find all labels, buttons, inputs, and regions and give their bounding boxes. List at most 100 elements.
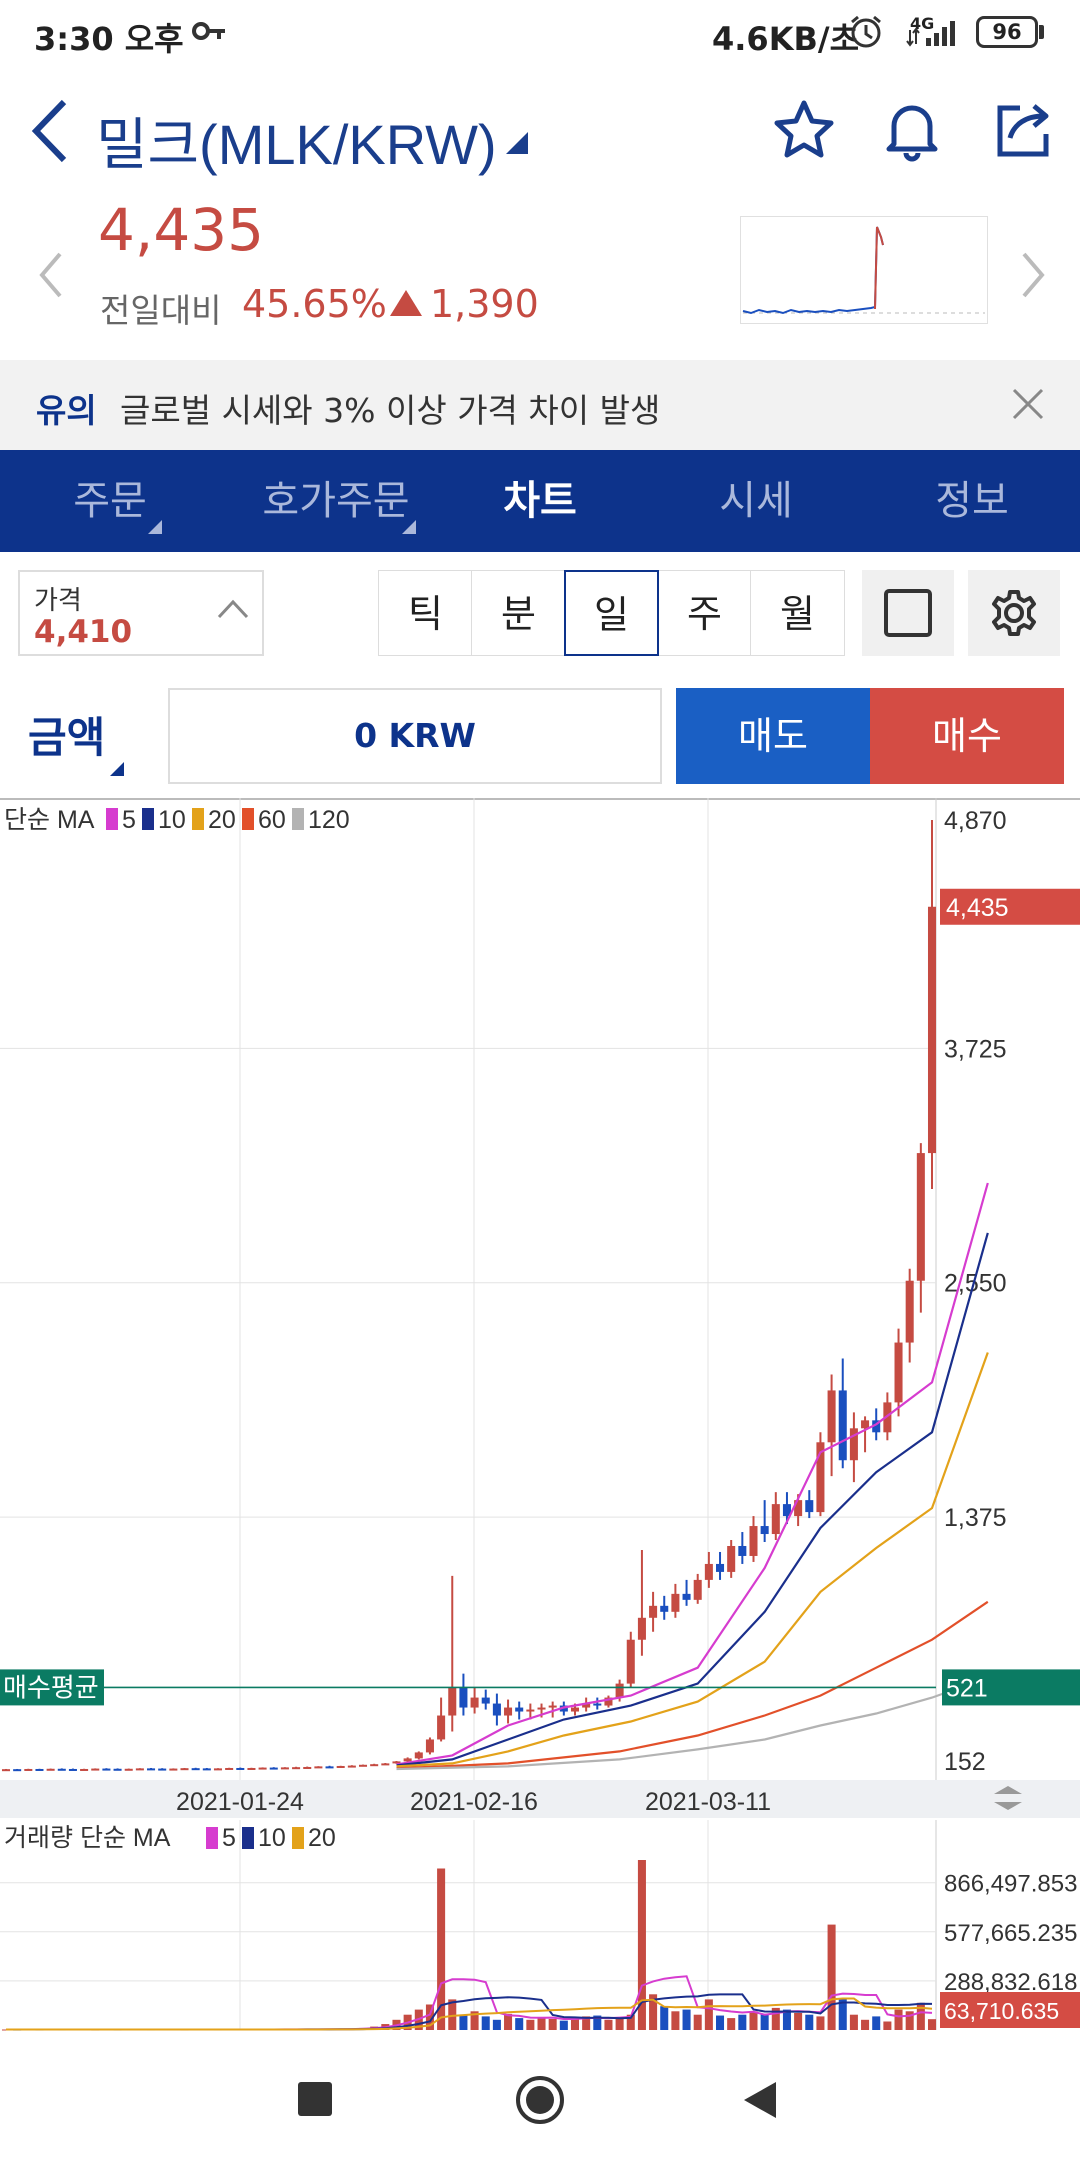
candle-up xyxy=(905,1280,914,1343)
tab-label: 호가주문 xyxy=(262,478,410,524)
tab-info[interactable]: 정보 xyxy=(902,450,1042,552)
candle-up xyxy=(135,1768,144,1771)
avg-buy-badge xyxy=(0,1669,104,1706)
ma-line-10 xyxy=(396,1232,989,1767)
volume-bar xyxy=(526,2019,535,2030)
volume-bar xyxy=(470,2011,479,2030)
next-coin-button[interactable] xyxy=(1018,250,1048,304)
candle-down xyxy=(113,1768,122,1771)
alarm-icon xyxy=(848,14,884,54)
back-button[interactable] xyxy=(28,96,72,170)
tab-label: 차트 xyxy=(503,478,577,524)
period-label: 틱 xyxy=(408,592,443,636)
sell-button[interactable]: 매도 xyxy=(676,688,870,784)
candle-down xyxy=(147,1768,156,1771)
legend-swatch-5 xyxy=(106,808,118,830)
close-icon[interactable] xyxy=(1010,386,1046,426)
candle-up xyxy=(180,1768,189,1771)
back-nav-button[interactable] xyxy=(740,2078,780,2126)
candle-up xyxy=(403,1758,412,1762)
volume-legend-swatch-5 xyxy=(206,1827,218,1849)
prev-coin-button[interactable] xyxy=(36,250,66,304)
price-legend-prefix: 단순 MA xyxy=(4,806,95,834)
gear-icon[interactable] xyxy=(968,570,1060,656)
candle-up xyxy=(358,1764,368,1767)
period-tick[interactable]: 틱 xyxy=(378,570,473,656)
x-axis-band xyxy=(0,1780,1080,1818)
candle-up xyxy=(794,1500,803,1517)
candle-down xyxy=(682,1593,691,1600)
period-label: 일 xyxy=(594,593,629,637)
bell-icon[interactable] xyxy=(880,98,944,166)
status-time: 3:30 오후 xyxy=(34,20,184,58)
candle-down xyxy=(805,1500,814,1513)
period-month[interactable]: 월 xyxy=(750,570,845,656)
ma-line-20 xyxy=(396,1352,989,1768)
candle-down xyxy=(191,1768,200,1771)
battery-tip xyxy=(1039,25,1044,39)
buy-button[interactable]: 매수 xyxy=(870,688,1064,784)
key-icon xyxy=(192,20,226,46)
candle-up xyxy=(604,1697,613,1706)
fullscreen-button[interactable] xyxy=(862,570,954,656)
status-bar: 3:30 오후 4.6KB/초 4G 96 xyxy=(0,0,1080,70)
volume-bar xyxy=(716,2015,725,2030)
volume-bar xyxy=(504,2013,513,2030)
home-button[interactable] xyxy=(514,2074,566,2130)
price-tick-label: 152 xyxy=(944,1748,986,1776)
candle-up xyxy=(370,1764,379,1767)
candle-down xyxy=(325,1766,334,1769)
candle-down xyxy=(716,1563,725,1572)
chart-area[interactable]: 4,870 3,725 2,550 1,375 152 매수평균 521 4,435 단순 MA… xyxy=(0,798,1080,2040)
legend-label-120: 120 xyxy=(308,806,350,834)
avg-buy-value-badge xyxy=(942,1669,1080,1706)
notice-tag: 유의 xyxy=(36,391,97,430)
price-selector-label: 가격 xyxy=(34,586,82,616)
candle-up xyxy=(582,1703,591,1708)
star-icon[interactable] xyxy=(772,98,836,166)
candle-up xyxy=(894,1342,903,1403)
candle-up xyxy=(470,1697,479,1708)
network-speed: 4.6KB/초 xyxy=(712,20,860,58)
volume-current-badge xyxy=(940,1992,1080,2028)
chart-price-selector[interactable]: 가격 4,410 xyxy=(18,570,264,656)
amount-label[interactable]: 금액 xyxy=(28,713,106,762)
period-week[interactable]: 주 xyxy=(657,570,752,656)
volume-bar xyxy=(660,2006,669,2030)
candle-up xyxy=(303,1766,312,1769)
share-icon[interactable] xyxy=(992,98,1056,166)
period-day[interactable]: 일 xyxy=(564,570,659,656)
volume-bar xyxy=(548,2018,557,2030)
up-arrow-icon xyxy=(390,290,422,316)
volume-legend-swatch-20 xyxy=(292,1827,304,1849)
amount-dropdown-icon[interactable] xyxy=(110,762,124,776)
title-dropdown-icon[interactable] xyxy=(506,132,528,154)
tab-order[interactable]: 주문 xyxy=(40,450,180,552)
recents-button[interactable] xyxy=(298,2082,332,2116)
volume-legend-prefix: 거래량 단순 MA xyxy=(4,1824,171,1852)
candle-up xyxy=(258,1767,267,1770)
amount-input[interactable]: 0 KRW xyxy=(168,688,662,784)
volume-tick-label: 577,665.235 xyxy=(944,1920,1077,1947)
volume-bar xyxy=(849,2014,858,2030)
tab-chart[interactable]: 차트 xyxy=(470,450,610,552)
candle-up xyxy=(247,1767,256,1770)
volume-bar xyxy=(582,2016,591,2030)
candle-up xyxy=(381,1763,390,1766)
candle-up xyxy=(437,1715,446,1740)
candle-down xyxy=(236,1767,245,1770)
x-tick-label: 2021-02-16 xyxy=(410,1788,538,1816)
volume-bar xyxy=(537,2017,546,2030)
volume-bar xyxy=(492,2019,501,2030)
volume-bar xyxy=(637,1860,646,2030)
volume-bar xyxy=(671,2011,680,2030)
candle-down xyxy=(782,1504,791,1517)
tab-orderbook[interactable]: 호가주문 xyxy=(236,450,436,552)
volume-bar xyxy=(916,2002,925,2030)
price-tick-label: 3,725 xyxy=(944,1035,1007,1063)
period-minute[interactable]: 분 xyxy=(471,570,566,656)
tab-quotes[interactable]: 시세 xyxy=(686,450,826,552)
mini-chart[interactable] xyxy=(740,216,988,324)
page-title[interactable]: 밀크(MLK/KRW) xyxy=(96,113,497,176)
